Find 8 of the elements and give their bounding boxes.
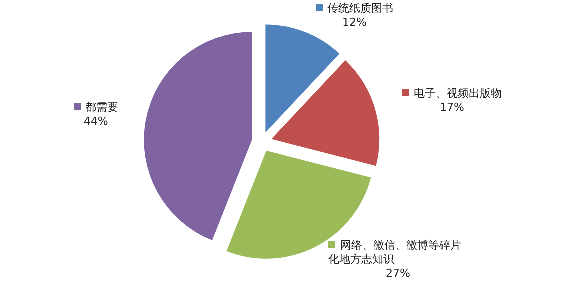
legend-label: 网络、微信、微博等碎片化地方志知识 (328, 239, 462, 266)
data-label: 12% (342, 16, 368, 30)
legend-label: 传统纸质图书 (328, 2, 394, 15)
data-label: 17% (438, 101, 466, 116)
data-label: 44% (82, 114, 110, 129)
data-label: 27% (385, 267, 412, 281)
legend-label: 都需要 (86, 100, 119, 114)
legend-label: 电子、视频出版物 (414, 87, 502, 100)
